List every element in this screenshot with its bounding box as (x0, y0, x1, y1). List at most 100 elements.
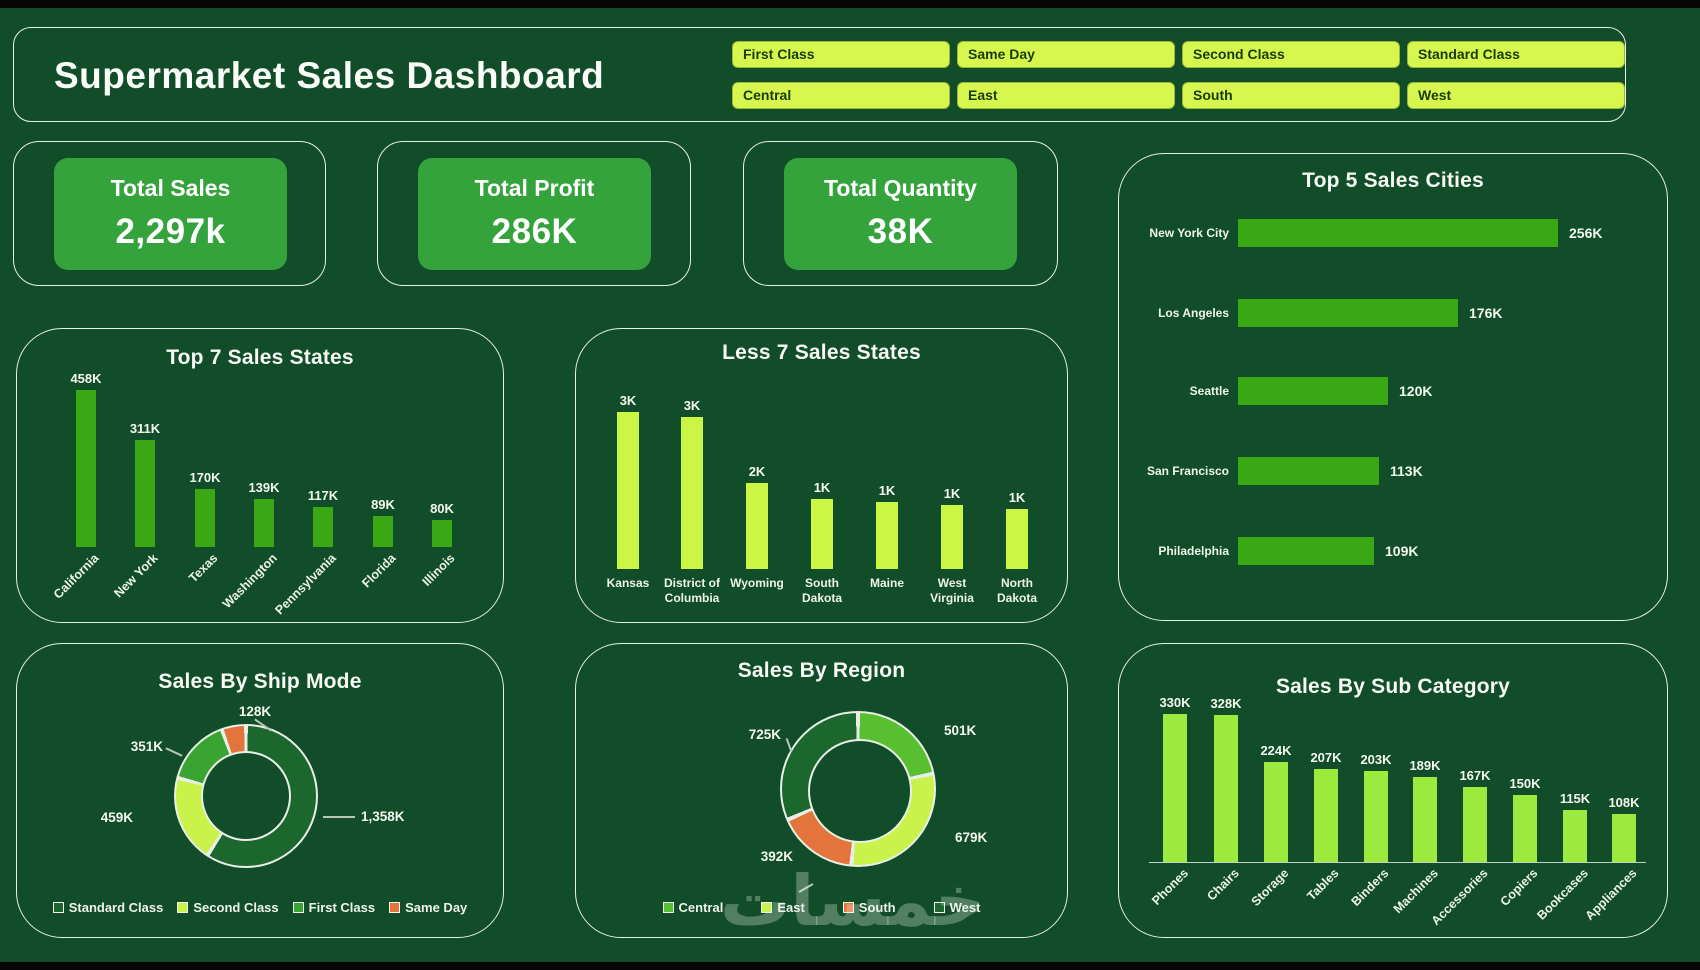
bar-machines[interactable] (1413, 777, 1437, 862)
legend-item-central[interactable]: Central (662, 900, 723, 915)
bar-category-label: New York City (1149, 226, 1229, 240)
bar-new-york[interactable] (135, 440, 155, 547)
bar-category-text: Illinois (420, 551, 458, 589)
bar-storage[interactable] (1264, 762, 1288, 862)
bar-texas[interactable] (195, 489, 215, 547)
bar-copiers[interactable] (1513, 795, 1537, 862)
kpi-value: 38K (867, 212, 934, 251)
bar-value-label: 117K (307, 488, 339, 503)
legend-item-standard-class[interactable]: Standard Class (52, 900, 163, 915)
bar-san-francisco[interactable] (1238, 457, 1379, 485)
bar-value-label: 167K (1459, 768, 1491, 783)
filter-button-first-class[interactable]: First Class (732, 41, 950, 68)
bar-west-virginia[interactable] (941, 505, 963, 569)
kpi-label: Total Sales (110, 175, 231, 201)
region-donut[interactable] (780, 711, 936, 867)
filter-button-south[interactable]: South (1182, 82, 1400, 109)
legend-item-east[interactable]: East (761, 900, 805, 915)
chart-title: Sales By Region (737, 659, 906, 682)
bar-south-dakota[interactable] (811, 499, 833, 569)
bar-pennsylvania[interactable] (313, 507, 333, 547)
bar-value-label: 328K (1210, 696, 1242, 711)
legend-label: Second Class (193, 900, 279, 915)
total-quantity-card[interactable]: Total Quantity 38K (784, 158, 1017, 270)
bar-chairs[interactable] (1214, 715, 1238, 862)
bar-category-text: Pennsylvania (272, 551, 339, 618)
bar-category-label: District of Columbia (663, 576, 720, 605)
bar-new-york-city[interactable] (1238, 219, 1558, 247)
slice-label-second-class: 459K (100, 810, 133, 825)
bar-value-label: 256K (1569, 225, 1603, 241)
legend-swatch (177, 902, 189, 913)
bar-district-of-columbia[interactable] (681, 417, 703, 569)
bar-appliances[interactable] (1612, 814, 1636, 862)
bar-wyoming[interactable] (746, 483, 768, 569)
filter-button-same-day[interactable]: Same Day (957, 41, 1175, 68)
bar-value-label: 170K (189, 470, 221, 485)
bar-category-label: Seattle (1189, 384, 1229, 398)
bar-tables[interactable] (1314, 769, 1338, 862)
bar-value-label: 176K (1469, 305, 1503, 321)
bar-north-dakota[interactable] (1006, 509, 1028, 569)
legend-label: First Class (308, 900, 376, 915)
kpi-label: Total Quantity (824, 175, 977, 201)
legend-label: South (858, 900, 896, 915)
leader-line (785, 738, 793, 752)
watermark: خمسات (720, 862, 986, 940)
bar-philadelphia[interactable] (1238, 537, 1374, 565)
subcategory-panel: Sales By Sub Category 330K Phones 328K Chai… (1118, 643, 1668, 938)
kpi-panel-total-profit: Total Profit 286K (377, 141, 691, 286)
bar-value-label: 109K (1385, 543, 1419, 559)
bar-category-label: South Dakota (801, 576, 842, 605)
legend-item-first-class[interactable]: First Class (292, 900, 376, 915)
top5-cities-panel: Top 5 Sales Cities New York City 256K Los … (1118, 153, 1668, 621)
ship-mode-donut[interactable] (174, 724, 318, 868)
bar-california[interactable] (76, 390, 96, 547)
bar-category-label: Kansas (606, 576, 650, 590)
bar-binders[interactable] (1364, 771, 1388, 862)
legend-label: Same Day (405, 900, 468, 915)
filter-button-east[interactable]: East (957, 82, 1175, 109)
legend-item-west[interactable]: West (933, 900, 980, 915)
donut-hole (808, 739, 912, 843)
legend-swatch (842, 902, 854, 913)
filter-button-west[interactable]: West (1407, 82, 1625, 109)
bar-category-label: Los Angeles (1158, 306, 1229, 320)
bar-seattle[interactable] (1238, 377, 1388, 405)
total-profit-card[interactable]: Total Profit 286K (418, 158, 651, 270)
total-sales-card[interactable]: Total Sales 2,297k (54, 158, 287, 270)
bar-phones[interactable] (1163, 714, 1187, 862)
legend-item-south[interactable]: South (842, 900, 896, 915)
bar-illinois[interactable] (432, 520, 452, 547)
bar-florida[interactable] (373, 516, 393, 547)
filter-button-second-class[interactable]: Second Class (1182, 41, 1400, 68)
slice-label-east: 679K (955, 830, 988, 845)
filter-button-central[interactable]: Central (732, 82, 950, 109)
bar-washington[interactable] (254, 499, 274, 547)
slice-label-south: 392K (760, 849, 793, 864)
bar-value-label: 311K (129, 421, 161, 436)
bar-accessories[interactable] (1463, 787, 1487, 862)
kpi-panel-total-sales: Total Sales 2,297k (13, 141, 326, 286)
leader-line (165, 747, 183, 757)
bar-value-label: 108K (1608, 795, 1640, 810)
bar-value-label: 224K (1260, 743, 1292, 758)
legend-item-second-class[interactable]: Second Class (177, 900, 279, 915)
bar-maine[interactable] (876, 502, 898, 569)
bar-los-angeles[interactable] (1238, 299, 1458, 327)
bar-value-label: 330K (1159, 695, 1191, 710)
legend-item-same-day[interactable]: Same Day (389, 900, 467, 915)
region-panel: Sales By Region 725K 501K 679K 392K Cent… (575, 643, 1068, 938)
bar-kansas[interactable] (617, 412, 639, 569)
bar-category-label: North Dakota (996, 576, 1037, 605)
region-legend: Central East South West (576, 900, 1067, 915)
bar-value-label: 3K (619, 393, 637, 408)
ship-mode-legend: Standard Class Second Class First Class Sam… (17, 900, 503, 915)
bar-value-label: 1K (943, 486, 961, 501)
bar-value-label: 1K (813, 480, 831, 495)
bar-value-label: 115K (1559, 791, 1591, 806)
bar-category-text: Texas (186, 551, 221, 586)
bar-category-label: Wyoming (730, 576, 784, 590)
filter-button-standard-class[interactable]: Standard Class (1407, 41, 1625, 68)
bar-bookcases[interactable] (1563, 810, 1587, 862)
